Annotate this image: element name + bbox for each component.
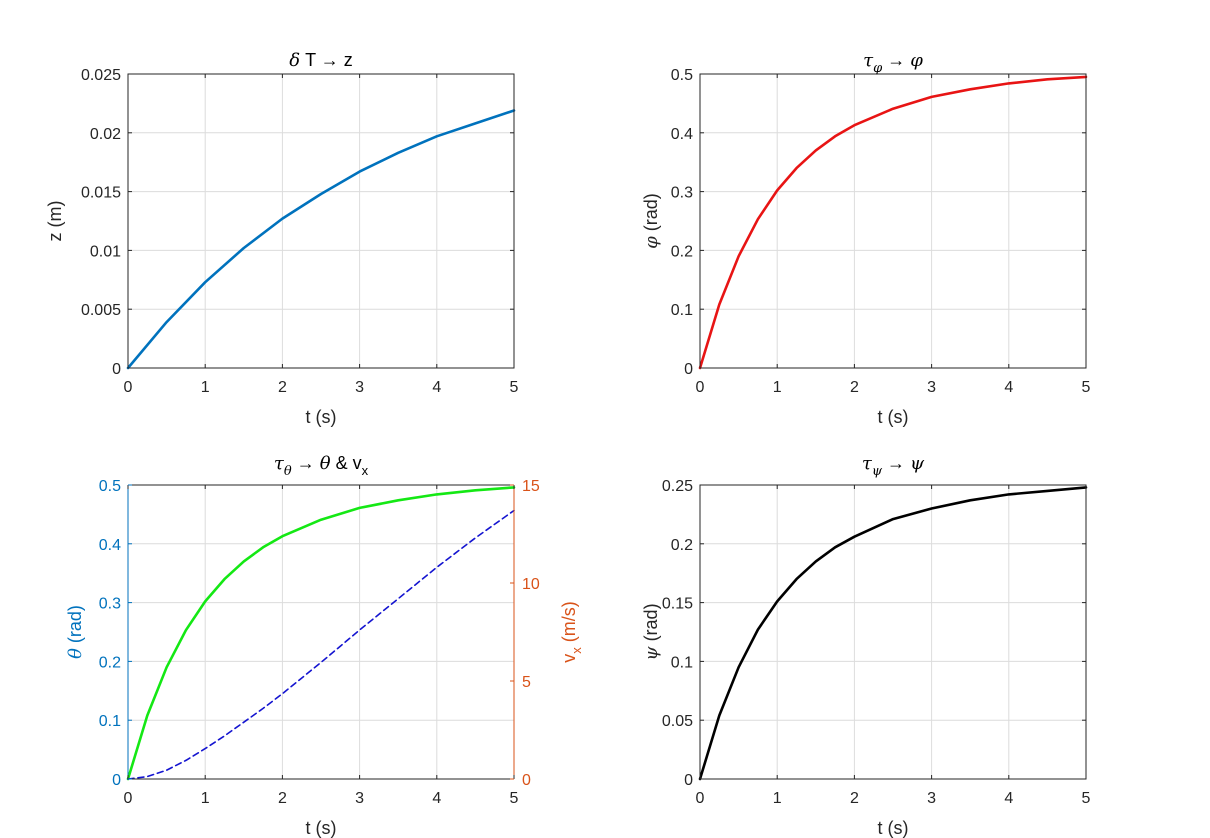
x-tick-label: 4 (432, 790, 441, 807)
x-tick-label: 2 (278, 379, 287, 396)
y-tick-label: 0.4 (671, 126, 693, 143)
series-line-phi-0 (698, 75, 1088, 370)
series-line-psi-0 (698, 486, 1088, 781)
panel-z-axes-box (127, 73, 515, 369)
y-right-tick-label: 5 (522, 674, 531, 691)
y-tick-label: 0.02 (90, 126, 121, 143)
panel-z-title: δ T → z (289, 50, 353, 71)
y-tick-label: 0 (684, 361, 693, 378)
panel-theta-xlabel: t (s) (306, 818, 337, 838)
x-tick-label: 1 (773, 379, 782, 396)
panel-phi: 0 1 2 3 4 5 0 0.1 0.2 0.3 0.4 0.5 τφ → φ t (s) φ (r… (641, 50, 1091, 427)
panel-psi-ylabel: ψ (rad) (641, 603, 662, 660)
x-tick-label: 1 (201, 379, 210, 396)
x-tick-label: 3 (355, 790, 364, 807)
y-tick-label: 0.15 (662, 596, 693, 613)
y-tick-label: 0.2 (99, 654, 121, 671)
x-tick-label: 1 (773, 790, 782, 807)
y-tick-label: 0 (684, 772, 693, 789)
x-tick-label: 0 (696, 379, 705, 396)
x-tick-label: 4 (1004, 790, 1013, 807)
panel-phi-ticks: 0 1 2 3 4 5 0 0.1 0.2 0.3 0.4 0.5 (671, 67, 1091, 396)
panel-z-ticks: 0 1 2 3 4 5 0 0.005 0.01 0.015 0.02 0.025 (81, 67, 519, 396)
y-tick-label: 0.005 (81, 302, 121, 319)
y-tick-label: 0 (112, 772, 121, 789)
y-right-tick-label: 0 (522, 772, 531, 789)
panel-theta-ylabel: θ (rad) (65, 605, 86, 659)
panel-theta-ylabel-right: vx (m/s) (559, 601, 584, 662)
panel-phi-xlabel: t (s) (878, 407, 909, 427)
x-tick-label: 4 (1004, 379, 1013, 396)
panel-psi-axes-box (699, 484, 1087, 780)
x-tick-label: 2 (850, 790, 859, 807)
y-tick-label: 0.015 (81, 185, 121, 202)
y-tick-label: 0.1 (671, 302, 693, 319)
y-tick-label: 0.4 (99, 537, 121, 554)
y-tick-label: 0 (112, 361, 121, 378)
y-tick-label: 0.2 (671, 243, 693, 260)
x-tick-label: 5 (510, 790, 519, 807)
x-tick-label: 0 (124, 790, 133, 807)
panel-z-ylabel: z (m) (45, 201, 65, 242)
y-tick-label: 0.5 (99, 478, 121, 495)
y-tick-label: 0.01 (90, 243, 121, 260)
panel-psi: 0 1 2 3 4 5 0 0.05 0.1 0.15 0.2 0.25 τψ → ψ t (s) ψ… (641, 453, 1091, 838)
x-tick-label: 4 (432, 379, 441, 396)
x-tick-label: 3 (927, 790, 936, 807)
y-tick-label: 0.3 (671, 185, 693, 202)
x-tick-label: 2 (850, 379, 859, 396)
y-tick-label: 0.1 (671, 654, 693, 671)
x-tick-label: 0 (124, 379, 133, 396)
x-tick-label: 0 (696, 790, 705, 807)
panel-psi-ticks: 0 1 2 3 4 5 0 0.05 0.1 0.15 0.2 0.25 (662, 478, 1091, 807)
y-tick-label: 0.2 (671, 537, 693, 554)
y-tick-label: 0.3 (99, 596, 121, 613)
panel-z-xlabel: t (s) (306, 407, 337, 427)
panel-theta-title: τθ → θ & vx (274, 453, 369, 479)
x-tick-label: 1 (201, 790, 210, 807)
panel-psi-title: τψ → ψ (862, 453, 925, 479)
y-tick-label: 0.05 (662, 713, 693, 730)
y-tick-label: 0.5 (671, 67, 693, 84)
panel-psi-plot (698, 486, 1088, 781)
panel-theta-plot (126, 486, 516, 781)
x-tick-label: 5 (510, 379, 519, 396)
panel-phi-plot (698, 75, 1088, 370)
x-tick-label: 2 (278, 790, 287, 807)
series-line-theta-0 (126, 486, 516, 781)
panel-psi-xlabel: t (s) (878, 818, 909, 838)
x-tick-label: 5 (1082, 790, 1091, 807)
x-tick-label: 3 (355, 379, 364, 396)
panel-z: 0 1 2 3 4 5 0 0.005 0.01 0.015 0.02 0.025 δ T → z t… (45, 50, 519, 427)
panel-z-plot (126, 109, 516, 370)
x-tick-label: 3 (927, 379, 936, 396)
panel-z-grid (127, 73, 515, 369)
y-right-tick-label: 10 (522, 576, 540, 593)
panel-phi-ylabel: φ (rad) (641, 193, 662, 249)
y-right-tick-label: 15 (522, 478, 540, 495)
panel-phi-axes-box (699, 73, 1087, 369)
y-tick-label: 0.1 (99, 713, 121, 730)
y-tick-label: 0.25 (662, 478, 693, 495)
series-line-z-0 (126, 109, 516, 370)
x-tick-label: 5 (1082, 379, 1091, 396)
series-line-theta-1 (127, 509, 515, 780)
panel-phi-title: τφ → φ (863, 50, 923, 76)
y-tick-label: 0.025 (81, 67, 121, 84)
